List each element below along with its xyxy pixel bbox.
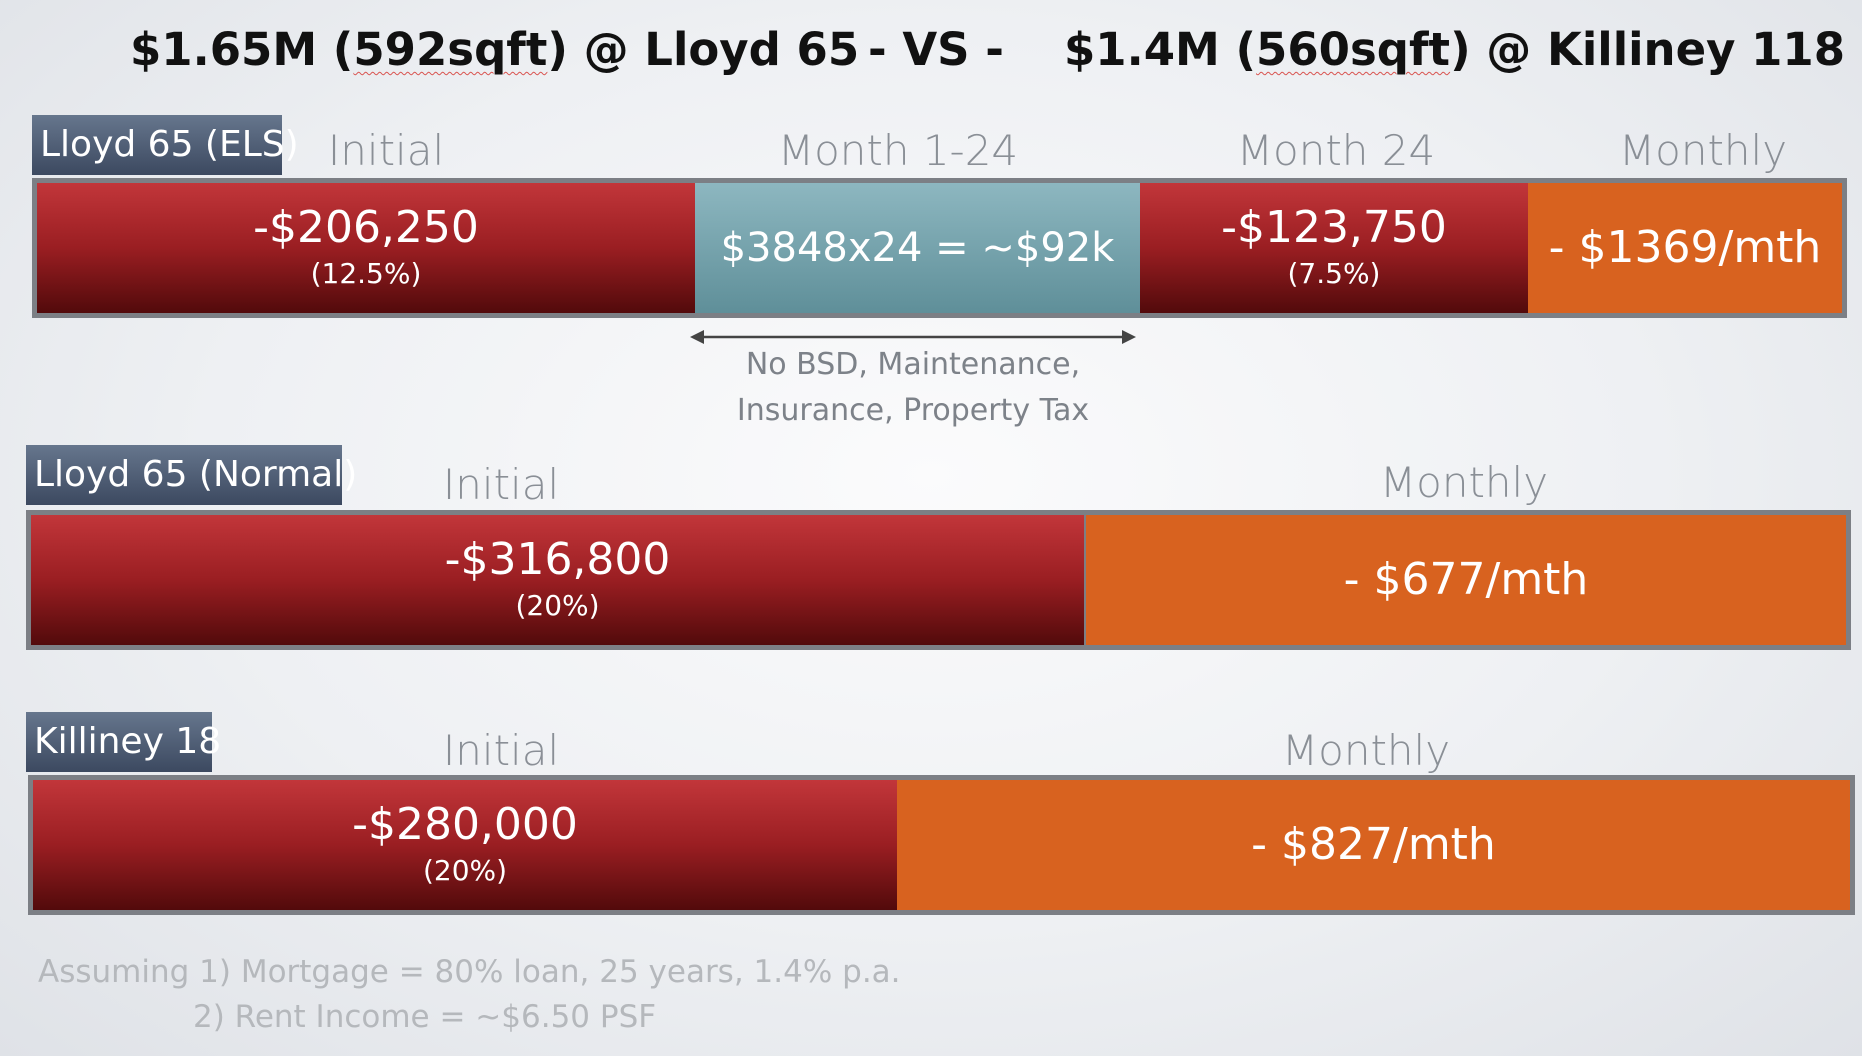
segment-amount: -$123,750 (1221, 202, 1447, 253)
title-left: $1.65M (592sqft) @ Lloyd 65 (130, 23, 860, 76)
left-sqft: 592sqft (353, 23, 548, 76)
segment-month-1-24: $3848x24 = ~$92k (695, 183, 1140, 313)
header-month-24: Month 24 (1236, 126, 1436, 175)
segment-percent: (7.5%) (1287, 257, 1381, 290)
segment-amount: - $677/mth (1343, 554, 1589, 605)
row-tag-lloyd-els: Lloyd 65 (ELS) (32, 115, 299, 175)
title-vs: - VS - (868, 23, 1004, 76)
segment-percent: (12.5%) (310, 257, 422, 290)
title-right: $1.4M (560sqft) @ Killiney 118 (1064, 23, 1846, 76)
segment-amount: - $1369/mth (1548, 222, 1822, 273)
segment-amount: -$280,000 (352, 799, 578, 850)
right-sqft: 560sqft (1256, 23, 1451, 76)
segment-initial: -$316,800 (20%) (31, 515, 1084, 645)
bar-lloyd-normal: -$316,800 (20%) - $677/mth (26, 510, 1851, 650)
segment-initial: -$206,250 (12.5%) (37, 183, 695, 313)
segment-monthly: - $677/mth (1086, 515, 1846, 645)
header-monthly: Monthly (1618, 126, 1788, 175)
segment-percent: (20%) (515, 589, 600, 622)
segment-initial: -$280,000 (20%) (33, 780, 897, 910)
segment-amount: - $827/mth (1251, 819, 1496, 870)
footnote-line-2: 2) Rent Income = ~$6.50 PSF (193, 999, 657, 1035)
header-monthly: Monthly (1379, 458, 1549, 507)
segment-amount: -$206,250 (253, 202, 479, 253)
header-initial: Initial (442, 726, 560, 775)
row-tag-killiney: Killiney 18 (26, 712, 221, 772)
segment-monthly: - $827/mth (897, 780, 1850, 910)
header-initial: Initial (442, 460, 560, 509)
bar-killiney: -$280,000 (20%) - $827/mth (28, 775, 1855, 915)
bar-lloyd-els: -$206,250 (12.5%) $3848x24 = ~$92k -$123… (32, 178, 1847, 318)
note-no-bsd: No BSD, Maintenance, Insurance, Property… (736, 347, 1090, 428)
header-monthly: Monthly (1281, 726, 1451, 775)
footnote-line-1: Assuming 1) Mortgage = 80% loan, 25 year… (38, 954, 901, 990)
segment-amount: $3848x24 = ~$92k (720, 225, 1115, 271)
header-month-1-24: Month 1-24 (777, 126, 1019, 175)
segment-amount: -$316,800 (444, 534, 671, 585)
row-tag-lloyd-normal: Lloyd 65 (Normal) (26, 445, 357, 505)
segment-percent: (20%) (422, 854, 508, 887)
span-arrow (690, 330, 1136, 344)
segment-month-24: -$123,750 (7.5%) (1140, 183, 1528, 313)
header-initial: Initial (327, 126, 445, 175)
segment-monthly: - $1369/mth (1528, 183, 1842, 313)
